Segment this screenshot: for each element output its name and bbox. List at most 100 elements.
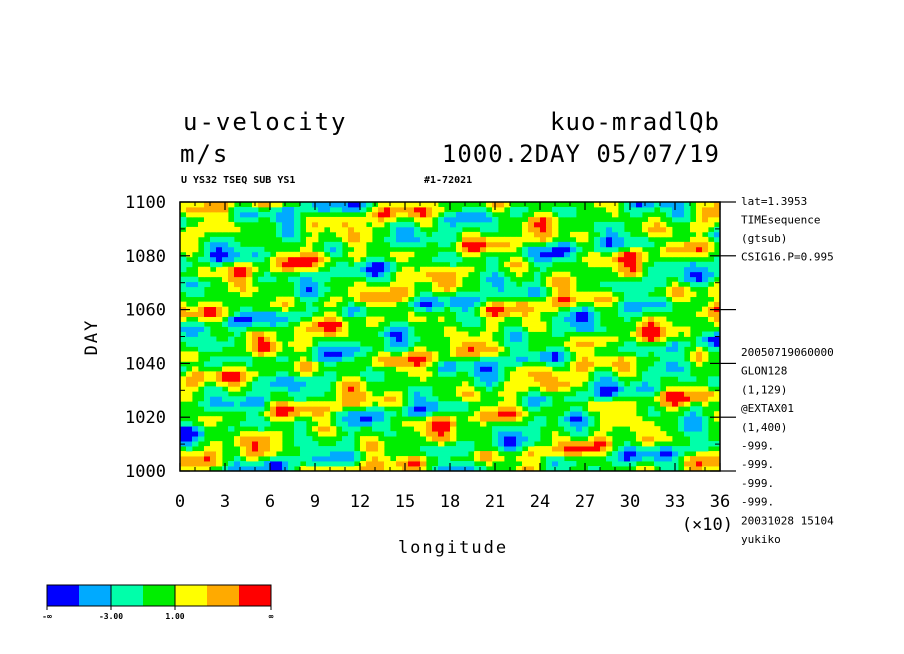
field-cell <box>534 401 541 407</box>
field-cell <box>516 311 523 317</box>
field-cell <box>624 301 631 308</box>
field-cell <box>372 211 379 218</box>
field-cell <box>204 406 211 412</box>
field-cell <box>708 396 715 402</box>
field-cell <box>492 341 499 347</box>
field-cell <box>216 381 223 387</box>
field-cell <box>504 431 511 437</box>
field-cell <box>648 446 655 452</box>
field-cell <box>690 446 697 452</box>
field-cell <box>606 261 613 268</box>
field-cell <box>342 411 349 417</box>
field-cell <box>366 441 373 447</box>
field-cell <box>486 246 493 253</box>
field-cell <box>558 416 565 422</box>
field-cell <box>372 441 379 447</box>
field-cell <box>678 266 685 273</box>
field-cell <box>384 356 391 362</box>
field-cell <box>540 356 547 362</box>
field-cell <box>612 236 619 243</box>
field-cell <box>612 206 619 213</box>
field-cell <box>642 346 649 352</box>
field-cell <box>582 321 589 327</box>
field-cell <box>612 406 619 412</box>
side-info-line: CSIG16.P=0.995 <box>741 251 834 264</box>
field-cell <box>522 316 529 322</box>
field-cell <box>300 346 307 352</box>
field-cell <box>450 426 457 432</box>
field-cell <box>234 276 241 283</box>
field-cell <box>714 291 721 298</box>
field-cell <box>324 341 331 347</box>
field-cell <box>564 251 571 258</box>
field-cell <box>342 381 349 387</box>
field-cell <box>216 361 223 367</box>
field-cell <box>318 456 325 462</box>
field-cell <box>642 351 649 357</box>
field-cell <box>498 441 505 447</box>
field-cell <box>312 446 319 452</box>
field-cell <box>684 261 691 268</box>
field-cell <box>666 291 673 298</box>
field-cell <box>228 246 235 253</box>
field-cell <box>474 396 481 402</box>
field-cell <box>588 326 595 332</box>
field-cell <box>420 236 427 243</box>
field-cell <box>324 376 331 382</box>
field-cell <box>636 386 643 392</box>
field-cell <box>222 321 229 327</box>
field-cell <box>510 211 517 218</box>
field-cell <box>288 301 295 308</box>
field-cell <box>450 276 457 283</box>
field-cell <box>582 396 589 402</box>
field-cell <box>360 296 367 303</box>
field-cell <box>630 261 637 268</box>
field-cell <box>378 206 385 213</box>
field-cell <box>396 236 403 243</box>
field-cell <box>294 361 301 367</box>
field-cell <box>384 206 391 213</box>
field-cell <box>192 291 199 298</box>
field-cell <box>588 316 595 322</box>
field-cell <box>258 386 265 392</box>
field-cell <box>636 236 643 243</box>
field-cell <box>516 456 523 462</box>
field-cell <box>714 281 721 288</box>
field-cell <box>312 391 319 397</box>
field-cell <box>510 306 517 312</box>
field-cell <box>624 271 631 278</box>
field-cell <box>594 261 601 268</box>
field-cell <box>630 241 637 248</box>
field-cell <box>378 351 385 357</box>
field-cell <box>588 346 595 352</box>
field-cell <box>354 426 361 432</box>
field-cell <box>462 291 469 298</box>
field-cell <box>270 331 277 337</box>
field-cell <box>330 456 337 462</box>
field-cell <box>246 206 253 213</box>
field-cell <box>276 211 283 218</box>
field-cell <box>216 401 223 407</box>
field-cell <box>528 216 535 223</box>
field-cell <box>492 346 499 352</box>
field-cell <box>390 466 397 472</box>
field-cell <box>360 461 367 467</box>
field-cell <box>414 371 421 377</box>
field-cell <box>210 371 217 377</box>
field-cell <box>360 306 367 312</box>
field-cell <box>210 246 217 253</box>
field-cell <box>582 366 589 372</box>
field-cell <box>330 326 337 332</box>
field-cell <box>678 361 685 367</box>
field-cell <box>342 396 349 402</box>
field-cell <box>264 376 271 382</box>
field-cell <box>324 256 331 263</box>
field-cell <box>462 251 469 258</box>
field-cell <box>522 236 529 243</box>
field-cell <box>264 331 271 337</box>
field-cell <box>522 251 529 258</box>
field-cell <box>534 446 541 452</box>
field-cell <box>300 466 307 472</box>
side-info-line: lat=1.3953 <box>741 195 807 208</box>
field-cell <box>210 202 217 208</box>
